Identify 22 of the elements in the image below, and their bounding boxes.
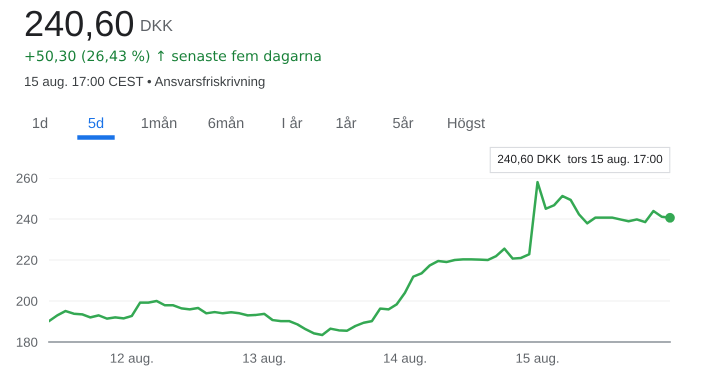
y-tick-label: 200 [16, 296, 38, 306]
x-tick-label: 13 aug. [243, 353, 286, 366]
text: 5år [393, 116, 414, 128]
y-tick-label: 180 [16, 338, 38, 347]
text: DKK [141, 20, 173, 31]
chart-subtitle: +50,30 (26,43 %) ↑ senaste fem dagarna [26, 50, 321, 64]
text: 6mån [208, 116, 244, 128]
text: I år [282, 116, 302, 128]
chart-title: 240,60 [26, 10, 134, 41]
text: 15 aug. 17:00 CEST • Ansvarsfriskrivning [25, 76, 264, 89]
text: 240,60 DKK tors 15 aug. 17:00 [498, 154, 662, 166]
text: 5d [88, 117, 104, 128]
y-tick-label: 260 [16, 174, 38, 183]
y-tick-label: 220 [16, 256, 38, 265]
text: 1år [336, 116, 356, 128]
x-tick-label: 12 aug. [110, 353, 153, 366]
text: Högst [448, 118, 485, 132]
text: 1d [33, 117, 48, 128]
text: 1mån [142, 116, 176, 128]
y-tick-label: 240 [16, 214, 38, 224]
x-tick-label: 15 aug. [516, 354, 558, 366]
x-tick-label: 14 aug. [384, 354, 426, 366]
